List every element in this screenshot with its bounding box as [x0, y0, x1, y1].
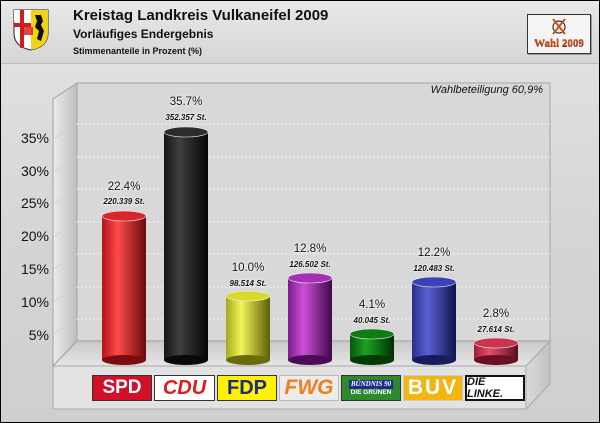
election-badge: Wahl 2009	[527, 14, 591, 54]
y-tick: 15%	[20, 261, 49, 277]
chart-caption: Stimmenanteile in Prozent (%)	[73, 46, 203, 56]
gruene-logo-top: BÜNDNIS 90	[348, 379, 394, 389]
gruene-logo: BÜNDNIS 90 DIE GRÜNEN	[341, 375, 401, 401]
y-tick: 5%	[28, 327, 49, 343]
bar-value-label: 35.7%	[169, 96, 203, 108]
bar-value-label: 4.1%	[358, 299, 386, 311]
y-tick: 25%	[20, 195, 49, 211]
buv-logo: BUV	[403, 375, 463, 401]
y-tick: 30%	[20, 163, 49, 179]
bar-value-label: 12.2%	[417, 247, 451, 259]
linke-logo: DIE LINKE.	[465, 375, 525, 401]
bar-fdp	[225, 290, 271, 365]
bar-gruene	[349, 328, 395, 365]
bar-spd	[101, 210, 147, 365]
coat-of-arms-icon	[13, 9, 49, 51]
spd-logo: SPD	[92, 375, 152, 401]
bar-value-label: 22.4%	[107, 181, 141, 193]
bar-votes-label: 40.045 St.	[353, 316, 391, 325]
chart-subtitle: Vorläufiges Endergebnis	[73, 27, 214, 41]
bar-votes-label: 126.502 St.	[289, 260, 331, 269]
bar-buv	[411, 276, 457, 365]
bar-votes-label: 352.357 St.	[165, 113, 207, 122]
y-tick: 20%	[20, 228, 49, 244]
chart-title: Kreistag Landkreis Vulkaneifel 2009	[73, 7, 329, 24]
bar-votes-label: 27.614 St.	[477, 325, 515, 334]
turnout-annotation: Wahlbeteiligung 60,9%	[430, 84, 543, 96]
bar-linke	[473, 337, 519, 365]
y-tick: 35%	[20, 130, 49, 146]
cdu-logo: CDU	[154, 375, 215, 401]
bar-votes-label: 120.483 St.	[413, 264, 455, 273]
bar-fwg	[287, 272, 333, 365]
gruene-logo-bottom: DIE GRÜNEN	[350, 388, 392, 396]
bar-value-label: 2.8%	[482, 308, 510, 320]
bar-votes-label: 98.514 St.	[229, 279, 267, 288]
bar-value-label: 10.0%	[231, 262, 265, 274]
fdp-logo: FDP	[217, 375, 277, 401]
fwg-logo: FWG	[279, 375, 339, 401]
badge-label: Wahl 2009	[534, 37, 584, 49]
bar-value-label: 12.8%	[293, 243, 327, 255]
header	[1, 1, 599, 64]
bar-cdu	[163, 126, 209, 365]
ballot-cross-icon	[552, 18, 566, 35]
bar-votes-label: 220.339 St.	[103, 197, 145, 206]
y-tick: 10%	[20, 294, 49, 310]
